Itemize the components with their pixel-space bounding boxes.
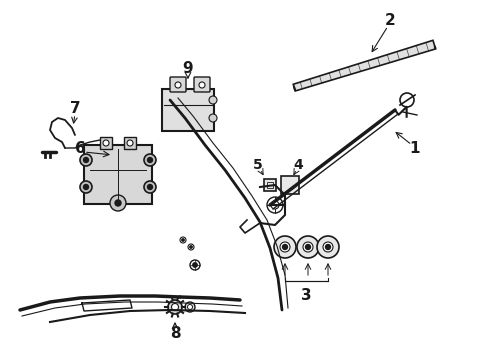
Circle shape bbox=[274, 236, 296, 258]
Polygon shape bbox=[293, 40, 436, 91]
FancyBboxPatch shape bbox=[194, 77, 210, 92]
Text: 7: 7 bbox=[70, 100, 80, 116]
Circle shape bbox=[325, 244, 330, 249]
Circle shape bbox=[185, 302, 195, 312]
Circle shape bbox=[172, 303, 178, 310]
FancyBboxPatch shape bbox=[281, 176, 299, 194]
FancyBboxPatch shape bbox=[84, 145, 152, 204]
Circle shape bbox=[110, 195, 126, 211]
Circle shape bbox=[209, 96, 217, 104]
Circle shape bbox=[80, 154, 92, 166]
Circle shape bbox=[115, 200, 121, 206]
Circle shape bbox=[182, 239, 184, 241]
Text: 9: 9 bbox=[183, 60, 194, 76]
Circle shape bbox=[127, 140, 133, 146]
Circle shape bbox=[190, 246, 192, 248]
Circle shape bbox=[305, 244, 311, 249]
Circle shape bbox=[83, 158, 89, 162]
Circle shape bbox=[175, 82, 181, 88]
Circle shape bbox=[188, 244, 194, 250]
Circle shape bbox=[199, 82, 205, 88]
Circle shape bbox=[323, 242, 333, 252]
Circle shape bbox=[80, 181, 92, 193]
Text: 6: 6 bbox=[74, 140, 85, 156]
Text: 8: 8 bbox=[170, 325, 180, 341]
Circle shape bbox=[297, 236, 319, 258]
Text: 1: 1 bbox=[410, 140, 420, 156]
Circle shape bbox=[168, 300, 182, 314]
Circle shape bbox=[103, 140, 109, 146]
FancyBboxPatch shape bbox=[162, 89, 214, 131]
Circle shape bbox=[180, 237, 186, 243]
Circle shape bbox=[147, 185, 152, 189]
Circle shape bbox=[283, 244, 288, 249]
Text: 4: 4 bbox=[293, 158, 303, 172]
Circle shape bbox=[280, 242, 290, 252]
Circle shape bbox=[193, 263, 197, 267]
Circle shape bbox=[83, 185, 89, 189]
Circle shape bbox=[144, 154, 156, 166]
Circle shape bbox=[147, 158, 152, 162]
Circle shape bbox=[188, 305, 193, 310]
Text: 3: 3 bbox=[301, 288, 311, 302]
FancyBboxPatch shape bbox=[100, 137, 112, 149]
FancyBboxPatch shape bbox=[264, 179, 276, 191]
Circle shape bbox=[144, 181, 156, 193]
Circle shape bbox=[303, 242, 313, 252]
Text: 2: 2 bbox=[385, 13, 395, 27]
Text: 5: 5 bbox=[253, 158, 263, 172]
Circle shape bbox=[209, 114, 217, 122]
FancyBboxPatch shape bbox=[170, 77, 186, 92]
FancyBboxPatch shape bbox=[124, 137, 136, 149]
Circle shape bbox=[317, 236, 339, 258]
Circle shape bbox=[190, 260, 200, 270]
